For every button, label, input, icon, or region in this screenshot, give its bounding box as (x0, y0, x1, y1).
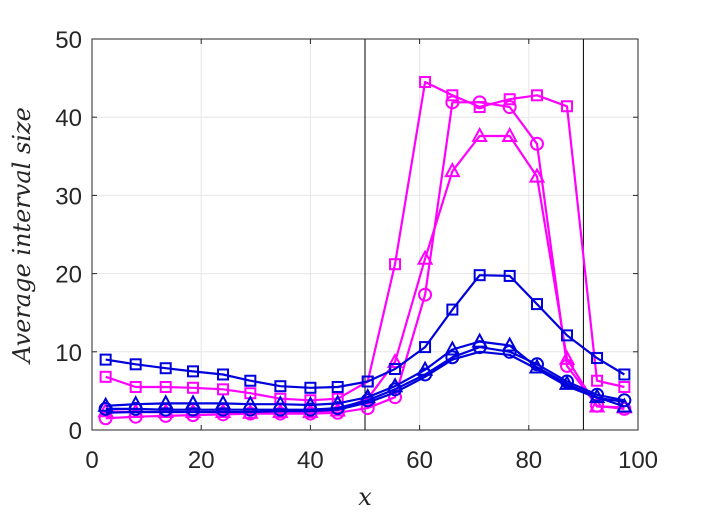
data-point-square (446, 89, 459, 102)
tick-labels: 0 20 40 60 80 100 0 10 20 30 40 50 (55, 27, 658, 474)
data-point-triangle (386, 352, 404, 368)
data-point-square (304, 381, 317, 394)
x-tick-label: 60 (406, 447, 433, 474)
data-point-circle (330, 405, 345, 420)
data-point-square (274, 380, 287, 393)
plot-frame (91, 38, 639, 431)
data-point-circle (158, 402, 173, 417)
data-point-triangle (214, 394, 232, 410)
data-point-triangle (416, 249, 434, 265)
y-tick-label: 0 (69, 418, 82, 445)
data-point-square (419, 341, 432, 354)
data-point-circle (472, 95, 487, 110)
data-point-circle (303, 406, 318, 421)
series-group (97, 76, 633, 426)
data-point-circle (529, 136, 544, 151)
data-point-circle (273, 402, 288, 417)
data-point-square (561, 100, 574, 113)
series-5 (98, 340, 632, 417)
data-point-square (331, 380, 344, 393)
data-point-square (389, 363, 402, 376)
x-axis-label: x (358, 483, 372, 511)
data-point-triangle (471, 126, 488, 142)
ticks (91, 38, 639, 431)
data-point-square (159, 380, 172, 393)
data-point-circle (590, 398, 605, 413)
data-point-square (561, 329, 574, 342)
data-point-circle (273, 406, 288, 421)
data-point-square (503, 93, 516, 106)
data-point-square (419, 76, 432, 89)
data-point-square (591, 352, 604, 365)
data-point-circle (128, 409, 143, 424)
data-point-circle (128, 401, 143, 416)
x-tick-label: 40 (297, 447, 324, 474)
data-point-square (591, 374, 604, 387)
data-point-circle (502, 344, 517, 359)
data-point-square (530, 298, 543, 311)
data-point-square (159, 362, 172, 375)
data-point-square (389, 258, 402, 271)
y-tick-label: 20 (55, 262, 82, 289)
series-6 (105, 350, 625, 414)
data-point-triangle (501, 336, 518, 352)
x-tick-label: 80 (515, 447, 542, 474)
data-point-circle (243, 406, 258, 421)
data-point-square (503, 269, 516, 282)
data-point-circle (472, 340, 487, 355)
data-point-triangle (444, 340, 461, 356)
series-3 (99, 269, 631, 394)
series-line (105, 274, 625, 389)
y-tick-label: 30 (55, 183, 82, 210)
data-point-circle (216, 402, 231, 417)
data-point-square (99, 353, 112, 366)
data-point-square (129, 380, 142, 393)
data-point-circle (186, 402, 201, 417)
data-point-square (99, 370, 112, 383)
y-tick-label: 40 (55, 105, 82, 132)
x-tick-label: 100 (618, 447, 658, 474)
data-point-triangle (184, 394, 202, 410)
data-point-circle (418, 367, 433, 382)
data-point-circle (98, 401, 113, 416)
data-point-square (129, 358, 142, 371)
data-point-triangle (501, 126, 518, 142)
x-tick-label: 0 (85, 447, 98, 474)
y-tick-label: 50 (55, 27, 82, 54)
data-point-square (618, 380, 631, 393)
series-line (105, 350, 625, 414)
data-point-square (244, 374, 257, 387)
series-line (105, 346, 625, 411)
data-point-circle (560, 358, 575, 373)
data-point-square (187, 381, 200, 394)
data-point-circle (303, 402, 318, 417)
data-point-circle (418, 287, 433, 302)
data-point-square (473, 269, 486, 282)
data-point-square (530, 89, 543, 102)
data-point-circle (243, 402, 258, 417)
data-point-circle (502, 100, 517, 115)
data-point-square (446, 303, 459, 316)
data-point-triangle (157, 394, 174, 410)
data-point-square (361, 375, 374, 388)
x-tick-label: 20 (188, 447, 215, 474)
data-point-triangle (444, 162, 461, 178)
data-point-square (618, 368, 631, 381)
data-point-circle (529, 357, 544, 372)
boundary-lines (364, 39, 584, 430)
y-axis-label: Average interval size (8, 107, 36, 365)
data-point-circle (445, 95, 460, 110)
data-point-circle (98, 411, 113, 426)
data-point-square (187, 365, 200, 378)
y-tick-label: 10 (55, 340, 82, 367)
data-point-square (217, 368, 230, 381)
